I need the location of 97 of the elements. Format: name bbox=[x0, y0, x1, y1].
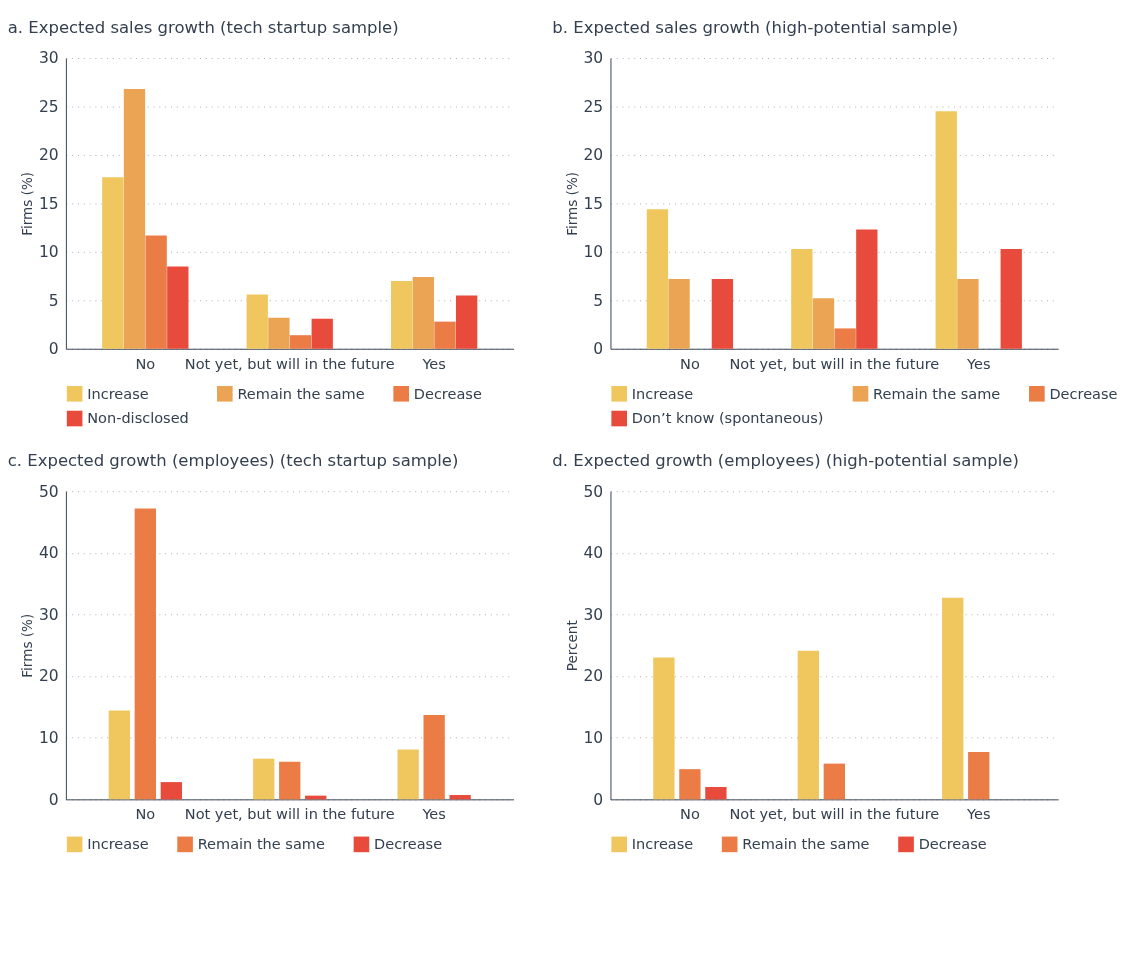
legend-label: Increase bbox=[87, 385, 149, 402]
legend-label: Decrease bbox=[1049, 385, 1118, 402]
y-tick-label: 40 bbox=[38, 544, 59, 563]
bar bbox=[653, 657, 675, 800]
y-tick-label: 20 bbox=[583, 667, 604, 686]
y-axis-title: Percent bbox=[563, 620, 580, 672]
y-tick-label: 0 bbox=[593, 340, 604, 359]
y-axis-title: Firms (%) bbox=[19, 171, 36, 236]
bar bbox=[391, 280, 413, 349]
x-tick-label: Yes bbox=[421, 806, 446, 823]
legend-label: Increase bbox=[631, 836, 694, 853]
y-tick-label: 10 bbox=[38, 243, 59, 262]
x-tick-label: No bbox=[135, 806, 156, 823]
bar bbox=[123, 89, 146, 349]
bar bbox=[646, 209, 669, 349]
y-tick-label: 10 bbox=[583, 729, 604, 748]
bar bbox=[834, 328, 856, 349]
bar bbox=[102, 177, 124, 349]
legend-label: Remain the same bbox=[237, 385, 365, 402]
x-tick-label: No bbox=[680, 806, 700, 823]
legend-label: Remain the same bbox=[742, 836, 870, 853]
bar bbox=[167, 266, 189, 349]
y-tick-label: 30 bbox=[583, 49, 604, 68]
bar bbox=[705, 787, 727, 800]
bar bbox=[423, 714, 445, 800]
bar bbox=[1000, 248, 1022, 349]
y-tick-label: 30 bbox=[38, 605, 59, 624]
bar bbox=[449, 795, 471, 800]
y-tick-label: 40 bbox=[583, 544, 604, 563]
y-axis-title: Firms (%) bbox=[19, 613, 36, 678]
chart-title: a. Expected sales growth (tech startup sample) bbox=[7, 17, 399, 37]
x-tick-label: Not yet, but will in the future bbox=[729, 355, 940, 372]
bar bbox=[711, 278, 734, 349]
bar bbox=[935, 111, 957, 349]
bar bbox=[679, 769, 701, 800]
bar bbox=[455, 295, 478, 349]
y-tick-label: 15 bbox=[38, 194, 59, 213]
y-tick-label: 50 bbox=[38, 482, 59, 501]
x-tick-label: No bbox=[135, 355, 156, 372]
bar bbox=[289, 335, 312, 349]
bar bbox=[268, 317, 290, 349]
bar bbox=[108, 710, 130, 800]
chart-title: d. Expected growth (employees) (high-potential sample) bbox=[552, 451, 1019, 471]
bar bbox=[957, 278, 979, 349]
legend-label: Non-disclosed bbox=[87, 410, 189, 427]
x-tick-label: Not yet, but will in the future bbox=[729, 806, 940, 823]
x-tick-label: Yes bbox=[966, 806, 991, 823]
bar bbox=[791, 248, 813, 349]
y-tick-label: 25 bbox=[38, 97, 59, 116]
y-tick-label: 20 bbox=[38, 667, 59, 686]
x-tick-label: No bbox=[680, 355, 700, 372]
legend-label: Don’t know (spontaneous) bbox=[631, 410, 824, 427]
legend-label: Decrease bbox=[374, 836, 443, 853]
y-tick-label: 0 bbox=[48, 790, 59, 809]
bar bbox=[812, 298, 835, 349]
bar bbox=[668, 278, 690, 349]
y-tick-label: 20 bbox=[38, 146, 59, 165]
y-axis-title: Firms (%) bbox=[563, 171, 580, 236]
bar bbox=[412, 277, 434, 349]
y-tick-label: 0 bbox=[593, 790, 604, 809]
y-tick-label: 0 bbox=[48, 340, 59, 359]
x-tick-label: Not yet, but will in the future bbox=[184, 355, 395, 372]
legend-label: Remain the same bbox=[873, 385, 1001, 402]
x-tick-label: Not yet, but will in the future bbox=[184, 806, 395, 823]
y-tick-label: 5 bbox=[48, 291, 59, 310]
legend-label: Increase bbox=[87, 836, 149, 853]
x-tick-label: Yes bbox=[966, 355, 991, 372]
bar bbox=[434, 321, 456, 349]
bar bbox=[134, 508, 156, 800]
y-tick-label: 15 bbox=[583, 194, 604, 213]
x-tick-label: Yes bbox=[421, 355, 446, 372]
text: Increase bbox=[631, 385, 694, 402]
y-tick-label: 50 bbox=[583, 482, 604, 501]
bar bbox=[145, 235, 167, 349]
y-tick-label: 20 bbox=[583, 146, 604, 165]
y-tick-label: 5 bbox=[593, 291, 604, 310]
bar bbox=[246, 294, 268, 349]
legend-label: Decrease bbox=[413, 385, 482, 402]
legend-label: Remain the same bbox=[197, 836, 325, 853]
bar bbox=[160, 782, 182, 800]
chart-title: c. Expected growth (employees) (tech startup sample) bbox=[7, 451, 459, 471]
bar bbox=[797, 650, 819, 800]
bar bbox=[311, 318, 333, 349]
y-tick-label: 10 bbox=[583, 243, 604, 262]
bar bbox=[823, 763, 845, 800]
bar bbox=[253, 758, 275, 800]
bar bbox=[942, 597, 964, 800]
y-tick-label: 30 bbox=[583, 605, 604, 624]
y-tick-label: 10 bbox=[38, 729, 59, 748]
bar bbox=[279, 761, 301, 800]
bar bbox=[856, 229, 878, 349]
y-tick-label: 25 bbox=[583, 97, 604, 116]
y-tick-label: 30 bbox=[38, 49, 59, 68]
bar bbox=[397, 749, 419, 800]
bar bbox=[968, 751, 990, 800]
legend-label: Decrease bbox=[918, 836, 987, 853]
chart-title: b. Expected sales growth (high-potential sample) bbox=[552, 17, 959, 37]
